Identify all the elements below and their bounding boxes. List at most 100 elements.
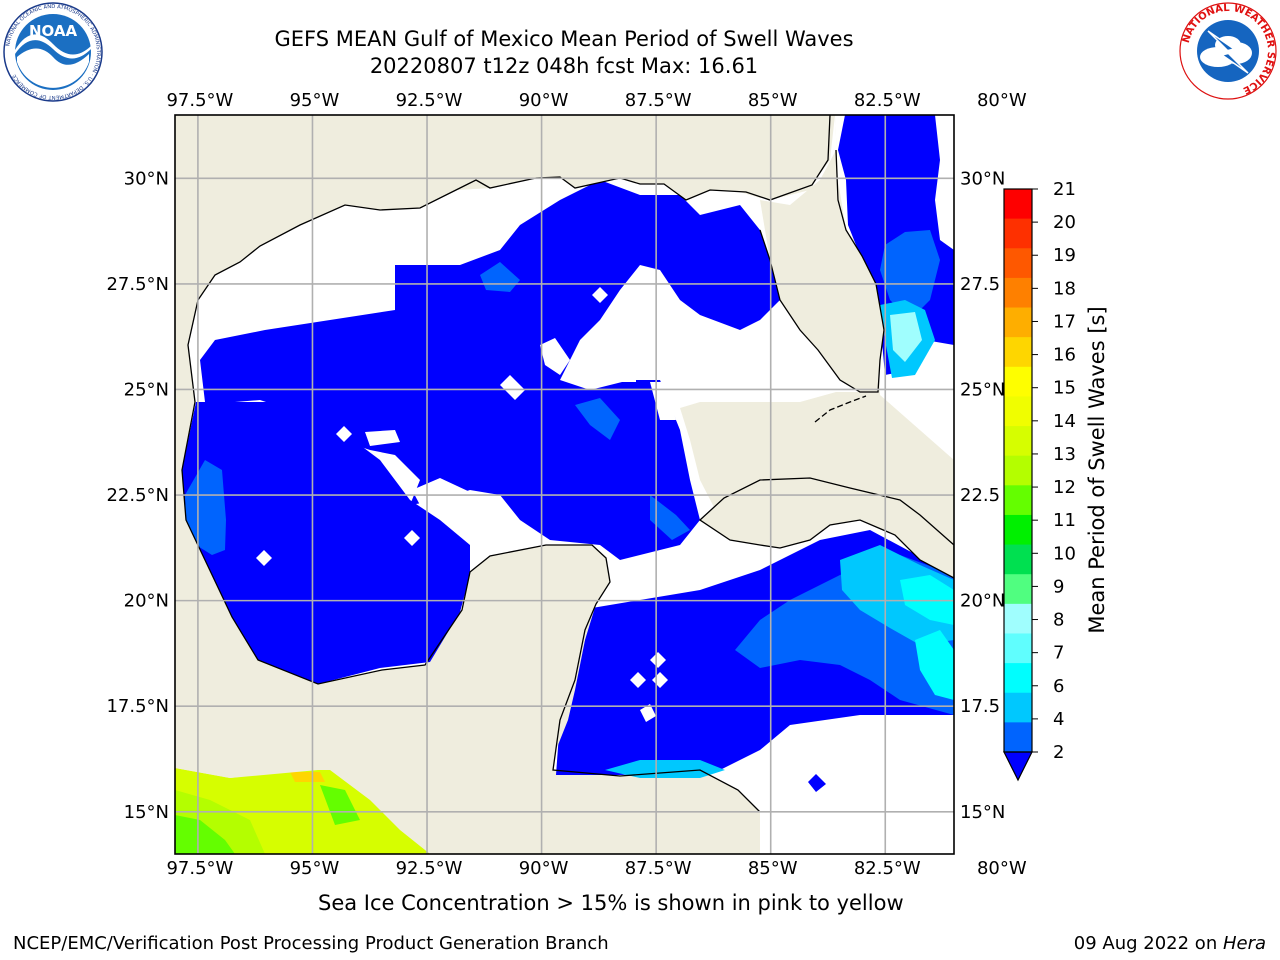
colorbar-swatch xyxy=(1004,218,1032,249)
colorbar-swatch xyxy=(1004,722,1032,753)
lon-tick-label-top: 82.5°W xyxy=(854,90,921,111)
lon-tick-label-top: 97.5°W xyxy=(166,90,233,111)
pacific-field xyxy=(320,785,360,825)
lon-tick-label-bottom: 82.5°W xyxy=(854,858,921,879)
footer-host: Hera xyxy=(1222,933,1266,954)
cuba-coastline xyxy=(698,477,954,579)
lon-tick-label-bottom: 97.5°W xyxy=(166,858,233,879)
colorbar-swatch xyxy=(1004,307,1032,338)
cuba-land xyxy=(700,478,954,578)
lat-tick-label-left: 15°N xyxy=(124,802,169,823)
colorbar-tick-label: 8 xyxy=(1053,610,1064,631)
colorbar-frame xyxy=(1003,188,1033,753)
lat-tick-label-right: 15°N xyxy=(960,802,1005,823)
no-data-hole xyxy=(630,672,646,688)
colorbar-swatch xyxy=(1004,426,1032,457)
swell-field-islet xyxy=(808,774,826,792)
lon-tick-label-top: 87.5°W xyxy=(625,90,692,111)
lon-tick-label-bottom: 95°W xyxy=(290,858,340,879)
lat-tick-label-left: 20°N xyxy=(124,591,169,612)
map-layers xyxy=(175,115,954,854)
patch-7s xyxy=(890,312,922,362)
noaa-logo-text: NOAA xyxy=(29,22,78,40)
lat-tick-label-left: 25°N xyxy=(124,379,169,400)
colorbar-tick-label: 21 xyxy=(1053,179,1076,200)
no-data-hole xyxy=(256,550,272,566)
no-data-hole xyxy=(500,375,525,400)
colorbar-swatch xyxy=(1004,603,1032,634)
colorbar-swatch xyxy=(1004,485,1032,516)
colorbar-tick-label: 9 xyxy=(1053,576,1064,597)
colorbar-swatch xyxy=(1004,514,1032,546)
colorbar-swatch xyxy=(1004,574,1032,605)
swell-field-north xyxy=(200,180,780,560)
lon-tick-label-top: 80°W xyxy=(977,90,1027,111)
colorbar-tick-label: 4 xyxy=(1053,709,1064,730)
lon-tick-label-top: 85°W xyxy=(748,90,798,111)
pacific-field xyxy=(290,772,325,782)
no-data-hole xyxy=(336,426,352,442)
lat-tick-label-right: 25°N xyxy=(960,379,1005,400)
colorbar-tick-label: 10 xyxy=(1053,543,1076,564)
colorbar-tick-label: 15 xyxy=(1053,378,1076,399)
lat-tick-label-right: 22.5 xyxy=(960,485,1000,506)
footer-date: 09 Aug 2022 on Hera xyxy=(1074,933,1266,954)
colorbar-swatch xyxy=(1004,189,1032,220)
patch-4s xyxy=(575,398,620,440)
patch-6s xyxy=(915,630,954,700)
lat-tick-label-right: 30°N xyxy=(960,168,1005,189)
lon-tick-label-bottom: 90°W xyxy=(519,858,569,879)
lon-tick-label-top: 95°W xyxy=(290,90,340,111)
map-frame xyxy=(174,114,955,855)
colorbar-swatch xyxy=(1004,692,1032,723)
colorbar-swatch xyxy=(1004,277,1032,309)
patch-4s xyxy=(185,460,226,555)
colorbar-extend-arrow xyxy=(1003,751,1033,782)
patch-5s xyxy=(605,760,725,778)
sea-ice-caption: Sea Ice Concentration > 15% is shown in … xyxy=(318,891,904,915)
lat-tick-label-right: 27.5 xyxy=(960,274,1000,295)
lon-tick-label-top: 90°W xyxy=(519,90,569,111)
keys-coastline xyxy=(814,395,867,423)
no-data-hole xyxy=(640,704,656,722)
lat-tick-label-left: 17.5°N xyxy=(106,696,169,717)
no-data-hole xyxy=(620,365,636,382)
no-data-hole xyxy=(650,652,666,668)
footer-branch: NCEP/EMC/Verification Post Processing Pr… xyxy=(13,933,609,954)
colorbar-swatch xyxy=(1004,633,1032,664)
patch-4s xyxy=(880,230,940,320)
pacific-field xyxy=(175,815,235,854)
lat-tick-label-right: 17.5 xyxy=(960,696,1000,717)
colorbar-swatch xyxy=(1004,337,1032,368)
noaa-logo: NATIONAL OCEANIC AND ATMOSPHERIC ADMINIS… xyxy=(3,2,103,102)
footer-date-text: 09 Aug 2022 on xyxy=(1073,933,1223,954)
colorbar-tick-label: 17 xyxy=(1053,311,1076,332)
lon-tick-label-top: 92.5°W xyxy=(396,90,463,111)
colorbar-swatch xyxy=(1004,248,1032,279)
colorbar-tick-label: 20 xyxy=(1053,212,1076,233)
colorbar-tick-label: 19 xyxy=(1053,245,1076,266)
mainland-land xyxy=(175,115,835,778)
lon-tick-label-bottom: 92.5°W xyxy=(396,858,463,879)
colorbar-tick-label: 11 xyxy=(1053,510,1076,531)
swell-field-west xyxy=(182,402,470,684)
colorbar-swatch xyxy=(1004,544,1032,575)
colorbar-swatch xyxy=(1004,396,1032,427)
caribbean-water xyxy=(760,690,954,854)
colorbar-tick-label: 14 xyxy=(1053,411,1076,432)
chart-title: GEFS MEAN Gulf of Mexico Mean Period of … xyxy=(274,27,854,51)
nws-logo: NATIONAL WEATHER SERVICE xyxy=(1179,2,1277,100)
colorbar-swatch xyxy=(1004,366,1032,397)
lat-tick-label-left: 30°N xyxy=(124,168,169,189)
no-data-hole xyxy=(592,287,608,303)
colorbar-label: Mean Period of Swell Waves [s] xyxy=(1085,306,1109,634)
colorbar-swatch xyxy=(1004,455,1032,486)
lon-tick-label-bottom: 85°W xyxy=(748,858,798,879)
colorbar-tick-label: 7 xyxy=(1053,643,1064,664)
colorbar-tick-label: 2 xyxy=(1053,742,1064,763)
no-data-hole xyxy=(365,430,400,446)
no-data-hole xyxy=(540,338,570,375)
lat-tick-label-right: 20°N xyxy=(960,591,1005,612)
chart-subtitle: 20220807 t12z 048h fcst Max: 16.61 xyxy=(369,54,759,78)
